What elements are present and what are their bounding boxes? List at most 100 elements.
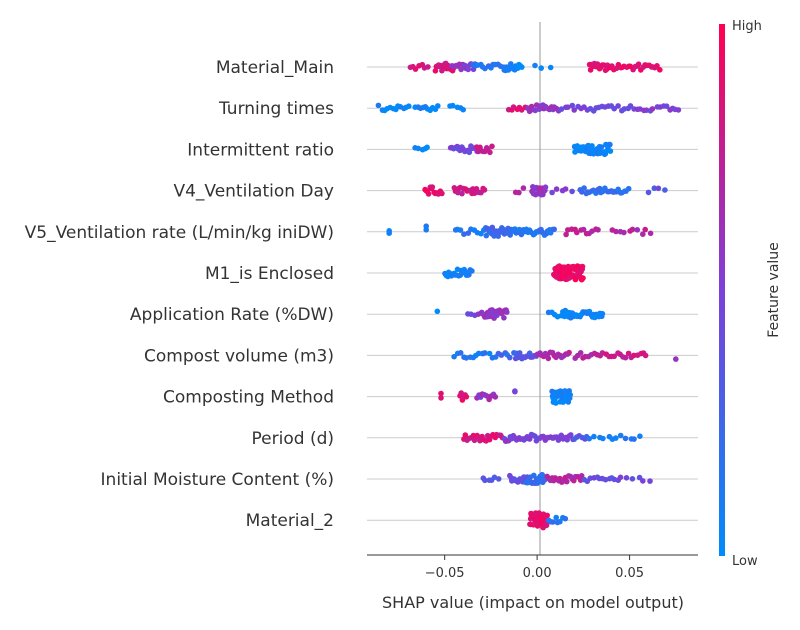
feature-label: Material_2 [246,511,334,531]
shap-dot [435,103,441,109]
shap-dot [607,148,614,154]
shap-dot [566,349,572,356]
feature-label: Turning times [218,99,334,119]
shap-dot [415,145,422,152]
shap-dot [553,186,560,192]
shap-dot [553,514,559,521]
shap-dot [466,272,472,278]
shap-dot [568,432,574,438]
shap-dot [599,310,606,317]
shap-dot [581,185,587,191]
shap-dot [466,149,473,156]
x-tick-label: 0.00 [523,566,552,581]
shap-dot [547,64,554,71]
shap-dot [386,230,393,236]
shap-dot [625,350,632,357]
shap-dot [492,394,499,400]
shap-dot [438,390,444,397]
shap-dot [631,436,637,442]
shap-dot [622,435,629,442]
shap-dot [461,231,467,237]
shap-dot [482,350,488,356]
shap-dot [542,184,549,190]
feature-label: Intermittent ratio [187,140,334,160]
shap-dot [598,144,605,150]
shap-dot [642,226,648,233]
shap-dot [562,515,569,522]
shap-dot [580,226,587,233]
shap-dot [613,228,619,235]
colorbar-low-label: Low [732,554,758,569]
shap-dot [501,315,507,321]
shap-dot [651,185,658,191]
shap-dot [600,435,606,442]
shap-dot [481,187,488,193]
shap-dot [516,350,523,356]
shap-dot [567,391,573,398]
feature-label: M1_is Enclosed [205,264,334,284]
feature-label: Period (d) [252,429,334,449]
shap-dot [494,312,500,319]
shap-dot [489,143,495,150]
shap-dot [647,478,653,484]
shap-dot [463,394,470,400]
shap-dot [449,102,456,109]
shap-dot [640,231,646,237]
feature-label: V5_Ventilation rate (L/min/kg iniDW) [25,223,334,243]
shap-dot [562,388,568,394]
feature-label: Compost volume (m3) [144,346,334,366]
shap-dot [565,104,571,110]
shap-dot [621,229,627,236]
shap-dot [458,66,464,73]
shap-dot [471,437,478,444]
shap-dot [425,64,431,70]
shap-dot [526,436,533,442]
shap-dot [507,354,513,361]
shap-dot [607,141,613,148]
shap-dot [617,432,624,439]
shap-dot [675,107,682,113]
shap-dot [577,350,584,356]
shap-dot [459,190,465,197]
shap-dot [622,354,629,361]
shap-dot [635,61,642,67]
shap-dot [495,476,502,482]
shap-dot [434,308,441,315]
shap-dot [579,263,586,270]
shap-dot [460,106,467,113]
shap-dot [406,103,412,109]
shap-dot [451,353,457,360]
shap-dot [629,476,636,482]
feature-label: Initial Moisture Content (%) [101,470,334,490]
shap-dot [538,65,544,71]
shap-dot [640,478,646,484]
shap-dot [647,230,654,237]
shap-dot [654,63,660,69]
shap-dot [462,432,469,438]
shap-dot [634,227,641,233]
x-axis-ticks: −0.05 0.00 0.05 [425,555,644,581]
shap-dot [532,62,538,69]
shap-dot [642,352,649,359]
x-tick-label: −0.05 [425,566,465,581]
shap-dot [625,185,632,192]
shap-dot [423,223,430,229]
shap-dot [623,475,630,481]
shap-dot [516,226,523,233]
shap-dot [558,106,565,112]
shap-dot [595,227,601,233]
shap-dot [615,103,621,109]
shap-dot [425,191,432,197]
shap-dot [663,103,670,109]
shap-dot [477,437,483,444]
shap-dot [586,435,592,442]
shap-dot [439,190,445,197]
shap-dot [516,189,522,196]
feature-label: Application Rate (%DW) [130,305,334,325]
shap-dot [580,275,586,281]
shap-dot [564,478,570,485]
colorbar [719,24,725,556]
shap-dot [520,185,527,191]
shap-dot [551,226,557,233]
